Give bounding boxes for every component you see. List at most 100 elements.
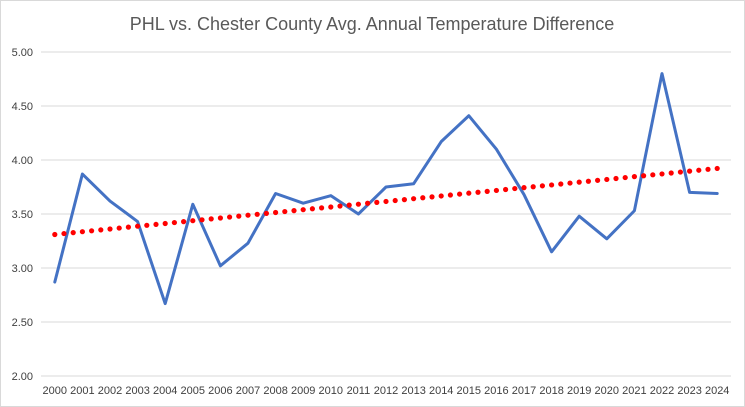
- trendline-dot: [677, 169, 684, 175]
- trendline-dot: [79, 229, 85, 235]
- x-tick-label: 2004: [153, 385, 177, 397]
- trendline-dot: [125, 224, 131, 230]
- x-tick-label: 2008: [263, 385, 287, 397]
- trendline-dot: [429, 194, 435, 200]
- chart-title: PHL vs. Chester County Avg. Annual Tempe…: [130, 14, 615, 34]
- trendline-dot: [549, 182, 555, 188]
- x-tick-label: 2014: [429, 385, 453, 397]
- trendline-dot: [171, 219, 177, 226]
- trendline-dot: [116, 225, 122, 231]
- x-axis-tick-labels: 2000 2001 2002 2003 2004 2005 2006 2007 2008 2009…: [43, 385, 730, 397]
- x-tick-label: 2012: [374, 385, 398, 397]
- trendline-dot: [512, 185, 518, 192]
- x-tick-label: 2002: [98, 385, 122, 397]
- x-tick-label: 2019: [567, 385, 591, 397]
- trendline-dot: [217, 215, 223, 221]
- trendline-dot: [144, 222, 150, 228]
- trendline-dot: [365, 200, 371, 206]
- trendline-dot: [355, 201, 361, 207]
- trendline-dot: [420, 195, 426, 201]
- trendline-dot: [668, 170, 674, 176]
- trendline-dot: [328, 204, 334, 210]
- trendline-dot: [401, 197, 407, 203]
- y-axis-tick-labels: 2.00 2.50 3.00 3.50 4.00 4.50 5.00: [12, 47, 33, 383]
- x-tick-label: 2018: [539, 385, 563, 397]
- x-tick-label: 2024: [705, 385, 729, 397]
- trendline-dot: [484, 188, 490, 194]
- trendline-dot: [521, 185, 527, 191]
- x-tick-label: 2010: [319, 385, 343, 397]
- trendline-dot: [254, 211, 260, 217]
- trendline-dot: [447, 192, 453, 198]
- trendline-dot: [383, 198, 389, 205]
- trendline-dot: [613, 175, 619, 182]
- x-tick-label: 2005: [181, 385, 205, 397]
- trendline-dot: [503, 186, 509, 193]
- trendline-dot: [337, 203, 343, 209]
- gridlines: [41, 51, 731, 377]
- trendline-dot: [319, 205, 325, 211]
- trendline-dot: [199, 217, 205, 223]
- trendline-dot: [98, 227, 104, 233]
- trendline-dot: [475, 189, 481, 195]
- trendline-dot: [208, 216, 214, 222]
- x-tick-label: 2001: [70, 385, 94, 397]
- trendline-dot: [236, 213, 242, 219]
- trendline-dot: [530, 184, 536, 190]
- trendline-dot: [631, 174, 638, 180]
- trendline-dot: [181, 219, 187, 225]
- trendline-dot: [705, 166, 711, 172]
- trendline-dot: [714, 165, 720, 172]
- trendline-dot: [650, 172, 656, 178]
- trendline-dot: [300, 207, 306, 213]
- trendline-dot: [273, 209, 279, 216]
- x-tick-label: 2007: [236, 385, 260, 397]
- y-tick-label: 2.00: [12, 371, 33, 383]
- trendline-dot: [346, 202, 352, 208]
- y-tick-label: 2.50: [12, 317, 33, 329]
- y-tick-label: 3.00: [12, 263, 33, 275]
- trendline-dot: [539, 183, 546, 189]
- trendline-dot: [438, 193, 444, 199]
- trendline-dot: [52, 231, 58, 238]
- trendline-dot: [585, 178, 592, 184]
- trendline-dot: [641, 173, 647, 179]
- trendline-dot: [558, 181, 564, 187]
- trendline-series: [52, 165, 720, 238]
- trendline-dot: [61, 230, 67, 237]
- trendline-dot: [89, 228, 95, 234]
- trendline-dot: [190, 218, 196, 224]
- trendline-dot: [153, 221, 159, 228]
- trendline-dot: [309, 206, 315, 212]
- trendline-dot: [227, 214, 233, 220]
- trendline-dot: [245, 212, 251, 218]
- trendline-dot: [659, 171, 665, 177]
- trendline-dot: [457, 191, 463, 197]
- trendline-dot: [411, 196, 417, 202]
- trendline-dot: [107, 226, 113, 232]
- trendline-dot: [696, 167, 702, 173]
- x-tick-label: 2009: [291, 385, 315, 397]
- x-tick-label: 2013: [401, 385, 425, 397]
- x-tick-label: 2015: [457, 385, 481, 397]
- trendline-dot: [162, 220, 168, 227]
- trendline-dot: [70, 230, 76, 236]
- trendline-dot: [576, 179, 582, 185]
- trendline-dot: [374, 199, 380, 205]
- trendline-dot: [687, 168, 693, 174]
- trendline-dot: [466, 190, 472, 196]
- temperature-difference-line: [53, 72, 719, 306]
- y-tick-label: 4.00: [12, 155, 33, 167]
- x-tick-label: 2000: [43, 385, 67, 397]
- x-tick-label: 2016: [484, 385, 508, 397]
- x-tick-label: 2022: [650, 385, 674, 397]
- trendline-dot: [282, 208, 288, 215]
- trendline-dot: [604, 176, 610, 183]
- x-tick-label: 2021: [622, 385, 646, 397]
- trendline-dot: [135, 223, 141, 229]
- x-tick-label: 2023: [677, 385, 701, 397]
- x-tick-label: 2011: [347, 385, 371, 397]
- series-group: [52, 72, 720, 306]
